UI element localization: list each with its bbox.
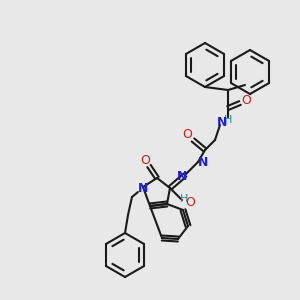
Text: O: O bbox=[185, 196, 195, 208]
Text: N: N bbox=[138, 182, 148, 194]
Text: N: N bbox=[177, 170, 187, 184]
Text: O: O bbox=[140, 154, 150, 166]
Text: N: N bbox=[198, 155, 208, 169]
Text: H: H bbox=[224, 115, 232, 125]
Text: O: O bbox=[241, 94, 251, 106]
Text: H: H bbox=[180, 194, 188, 204]
Text: O: O bbox=[182, 128, 192, 140]
Text: N: N bbox=[217, 116, 227, 130]
